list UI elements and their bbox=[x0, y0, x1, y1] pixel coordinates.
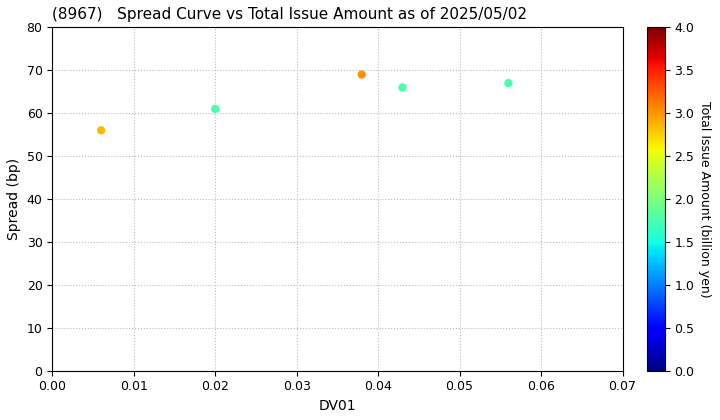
Point bbox=[397, 84, 408, 91]
Y-axis label: Spread (bp): Spread (bp) bbox=[7, 158, 21, 240]
X-axis label: DV01: DV01 bbox=[318, 399, 356, 413]
Point bbox=[95, 127, 107, 134]
Point bbox=[503, 80, 514, 87]
Y-axis label: Total Issue Amount (billion yen): Total Issue Amount (billion yen) bbox=[698, 101, 711, 297]
Point bbox=[356, 71, 368, 78]
Point bbox=[210, 105, 221, 112]
Text: (8967)   Spread Curve vs Total Issue Amount as of 2025/05/02: (8967) Spread Curve vs Total Issue Amoun… bbox=[53, 7, 527, 22]
